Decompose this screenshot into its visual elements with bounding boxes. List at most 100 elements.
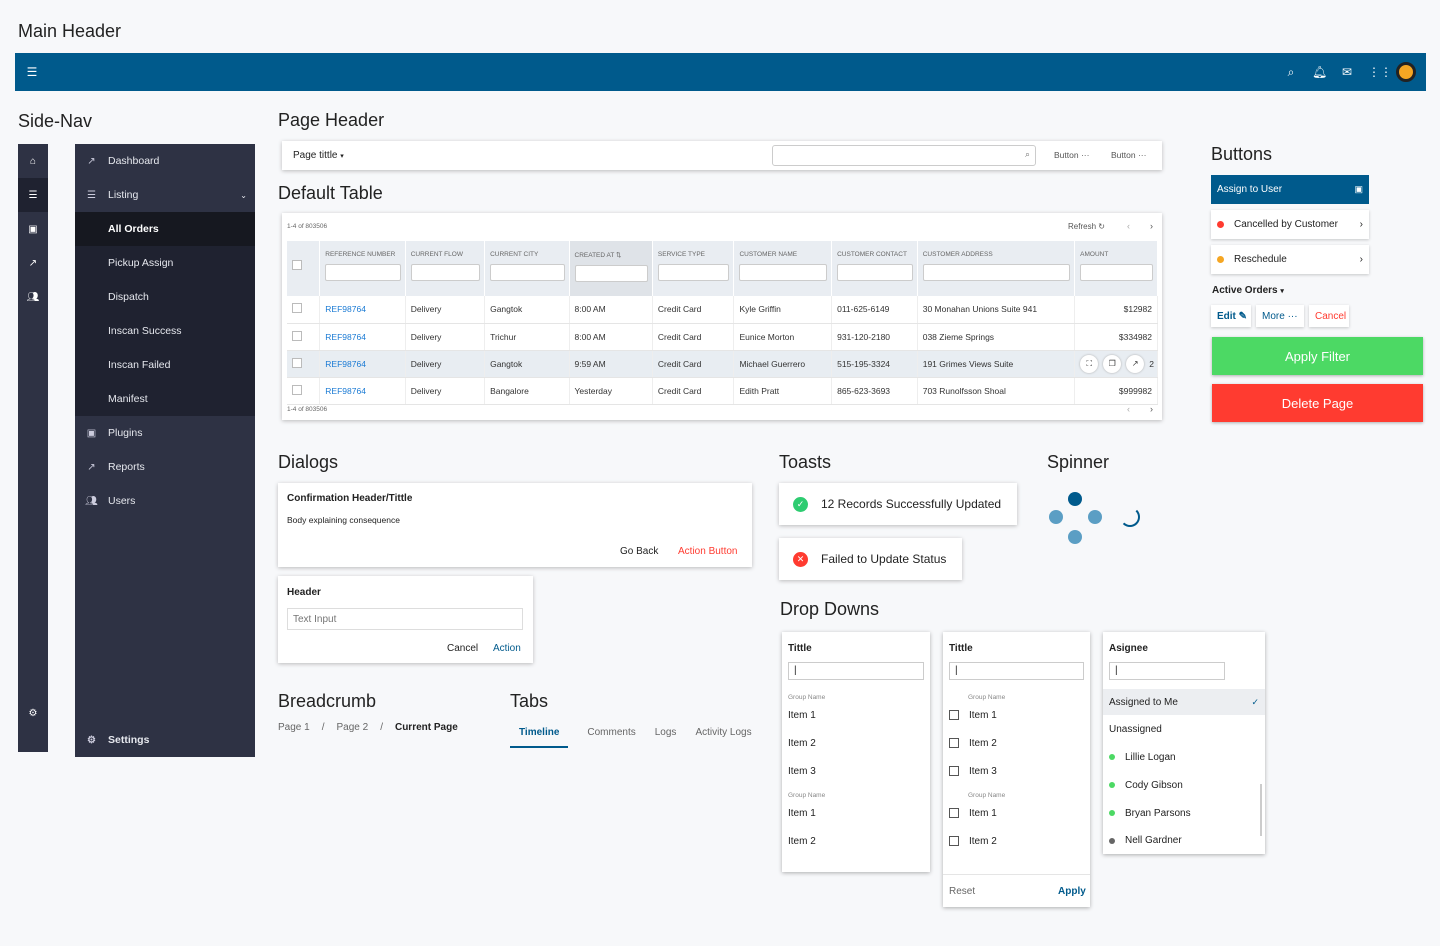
column-filter-input[interactable] — [837, 264, 913, 281]
dropdown-item[interactable]: Item 1 — [788, 709, 816, 721]
active-orders-dropdown[interactable]: Active Orders ▾ — [1212, 285, 1284, 296]
column-filter-input[interactable] — [574, 265, 648, 282]
apps-grid-icon[interactable]: ⋮⋮ — [1368, 65, 1392, 79]
dropdown-item[interactable]: Item 1 — [788, 807, 816, 819]
header-button-1[interactable]: Button ··· — [1054, 150, 1090, 160]
table-row[interactable]: REF98764 Delivery Trichur 8:00 AM Credit… — [287, 323, 1158, 351]
sidebar-item-settings[interactable]: ⚙ Settings — [75, 723, 255, 757]
edit-button[interactable]: Edit ✎ — [1211, 305, 1251, 327]
sidebar-item-dispatch[interactable]: Dispatch — [75, 280, 255, 314]
gear-icon[interactable]: ⚙ — [28, 707, 38, 719]
table-row[interactable]: REF98764 Delivery Gangtok 8:00 AM Credit… — [287, 296, 1158, 324]
dropdown-checkbox-item[interactable]: Item 1 — [943, 701, 1090, 729]
dropdown-search-input[interactable]: | — [1109, 662, 1225, 680]
column-filter-input[interactable] — [657, 264, 730, 281]
select-all[interactable] — [287, 241, 321, 296]
column-header[interactable]: CURRENT FLOW — [405, 241, 486, 296]
breadcrumb-page-2[interactable]: Page 2 — [336, 722, 369, 733]
sidebar-item-all-orders[interactable]: All Orders — [75, 212, 255, 246]
row-checkbox-cell[interactable] — [287, 296, 321, 324]
home-icon[interactable]: ⌂ — [29, 155, 37, 167]
dropdown-checkbox-item[interactable]: Item 1 — [943, 799, 1090, 827]
prev-page-icon[interactable]: ‹ — [1127, 221, 1130, 231]
dropdown-item[interactable]: Bryan Parsons — [1103, 799, 1265, 827]
dropdown-item[interactable]: Cody Gibson — [1103, 771, 1265, 799]
page-title-dropdown[interactable]: Page tittle ▾ — [293, 150, 344, 161]
scrollbar[interactable] — [1260, 784, 1262, 836]
row-checkbox[interactable] — [292, 384, 302, 395]
sidebar-item-pickup-assign[interactable]: Pickup Assign — [75, 246, 255, 280]
row-checkbox-cell[interactable] — [287, 377, 321, 405]
tab-comments[interactable]: Comments — [587, 727, 636, 738]
column-filter-input[interactable] — [1080, 264, 1153, 281]
checkbox[interactable] — [949, 766, 959, 776]
checkbox[interactable] — [949, 710, 959, 720]
reference-link[interactable]: REF98764 — [319, 323, 406, 351]
column-filter-input[interactable] — [410, 264, 481, 281]
sidebar-item-users[interactable]: 👥︎ Users — [75, 484, 255, 518]
dropdown-item[interactable]: Unassigned — [1109, 723, 1162, 735]
row-checkbox[interactable] — [292, 357, 302, 368]
cancel-button[interactable]: Cancel — [1309, 305, 1349, 327]
reference-link[interactable]: REF98764 — [319, 350, 406, 378]
reference-link[interactable]: REF98764 — [319, 377, 406, 405]
apply-filter-button[interactable]: Apply Filter — [1212, 337, 1423, 375]
reset-button[interactable]: Reset — [949, 886, 976, 897]
trend-icon[interactable]: ↗ — [28, 257, 38, 269]
column-header[interactable]: REFERENCE NUMBER — [319, 241, 406, 296]
go-back-button[interactable]: Go Back — [620, 546, 659, 557]
dropdown-item[interactable]: Item 2 — [788, 737, 816, 749]
column-header[interactable]: CURRENT CITY — [484, 241, 570, 296]
next-page-icon[interactable]: › — [1150, 404, 1153, 414]
checkbox[interactable] — [949, 808, 959, 818]
column-header[interactable]: SERVICE TYPE — [652, 241, 735, 296]
copy-icon[interactable]: ❐ — [1103, 354, 1122, 373]
avatar[interactable] — [1396, 62, 1416, 82]
column-filter-input[interactable] — [490, 264, 565, 281]
list-icon[interactable]: ☰ — [18, 178, 48, 212]
dropdown-checkbox-item[interactable]: Item 3 — [943, 757, 1090, 785]
row-checkbox[interactable] — [292, 303, 302, 314]
expand-icon[interactable]: ⛶ — [1080, 354, 1099, 373]
sidebar-item-inscan-failed[interactable]: Inscan Failed — [75, 348, 255, 382]
text-input[interactable] — [287, 608, 523, 630]
column-filter-input[interactable] — [922, 264, 1071, 281]
header-button-2[interactable]: Button ··· — [1111, 150, 1147, 160]
tab-logs[interactable]: Logs — [654, 727, 677, 738]
breadcrumb-page-1[interactable]: Page 1 — [278, 722, 310, 733]
apply-button[interactable]: Apply — [1058, 886, 1086, 897]
dropdown-item[interactable]: Nell Gardner — [1103, 827, 1265, 854]
assign-to-user-button[interactable]: Assign to User ▣ — [1211, 175, 1369, 204]
column-header[interactable]: CUSTOMER CONTACT — [831, 241, 918, 296]
column-filter-input[interactable] — [739, 264, 828, 281]
table-row-hovered[interactable]: REF98764 Delivery Gangtok 9:59 AM Credit… — [287, 350, 1158, 378]
menu-icon[interactable]: ☰ — [26, 65, 38, 79]
dropdown-checkbox-item[interactable]: Item 2 — [943, 729, 1090, 757]
sidebar-item-manifest[interactable]: Manifest — [75, 382, 255, 416]
sidebar-item-dashboard[interactable]: ↗ Dashboard — [75, 144, 255, 178]
row-checkbox[interactable] — [292, 330, 302, 341]
dropdown-search-input[interactable]: | — [788, 662, 924, 680]
dropdown-item-selected[interactable]: Assigned to Me ✓ — [1103, 689, 1265, 715]
sidebar-item-inscan-success[interactable]: Inscan Success — [75, 314, 255, 348]
column-header[interactable]: CUSTOMER NAME — [733, 241, 833, 296]
reschedule-button[interactable]: Reschedule › — [1211, 245, 1369, 274]
checkbox[interactable] — [949, 836, 959, 846]
next-page-icon[interactable]: › — [1150, 221, 1153, 231]
cancel-button[interactable]: Cancel — [447, 643, 479, 654]
dropdown-item[interactable]: Item 3 — [788, 765, 816, 777]
row-checkbox-cell[interactable] — [287, 323, 321, 351]
tab-timeline[interactable]: Timeline — [510, 722, 569, 748]
sidebar-item-plugins[interactable]: ▣ Plugins — [75, 416, 255, 450]
sidebar-item-listing[interactable]: ☰ Listing ⌄ — [75, 178, 255, 212]
cancelled-by-customer-button[interactable]: Cancelled by Customer › — [1211, 210, 1369, 239]
more-button[interactable]: More ··· — [1256, 305, 1304, 327]
dropdown-checkbox-item[interactable]: Item 2 — [943, 827, 1090, 855]
table-row[interactable]: REF98764 Delivery Bangalore Yesterday Cr… — [287, 377, 1158, 405]
box-icon[interactable]: ▣ — [28, 223, 38, 235]
action-button[interactable]: Action Button — [678, 546, 738, 557]
tab-activity-logs[interactable]: Activity Logs — [695, 727, 752, 738]
dropdown-item[interactable]: Lillie Logan — [1103, 743, 1265, 771]
reference-link[interactable]: REF98764 — [319, 296, 406, 324]
users-icon[interactable]: 👥︎ — [26, 291, 40, 303]
